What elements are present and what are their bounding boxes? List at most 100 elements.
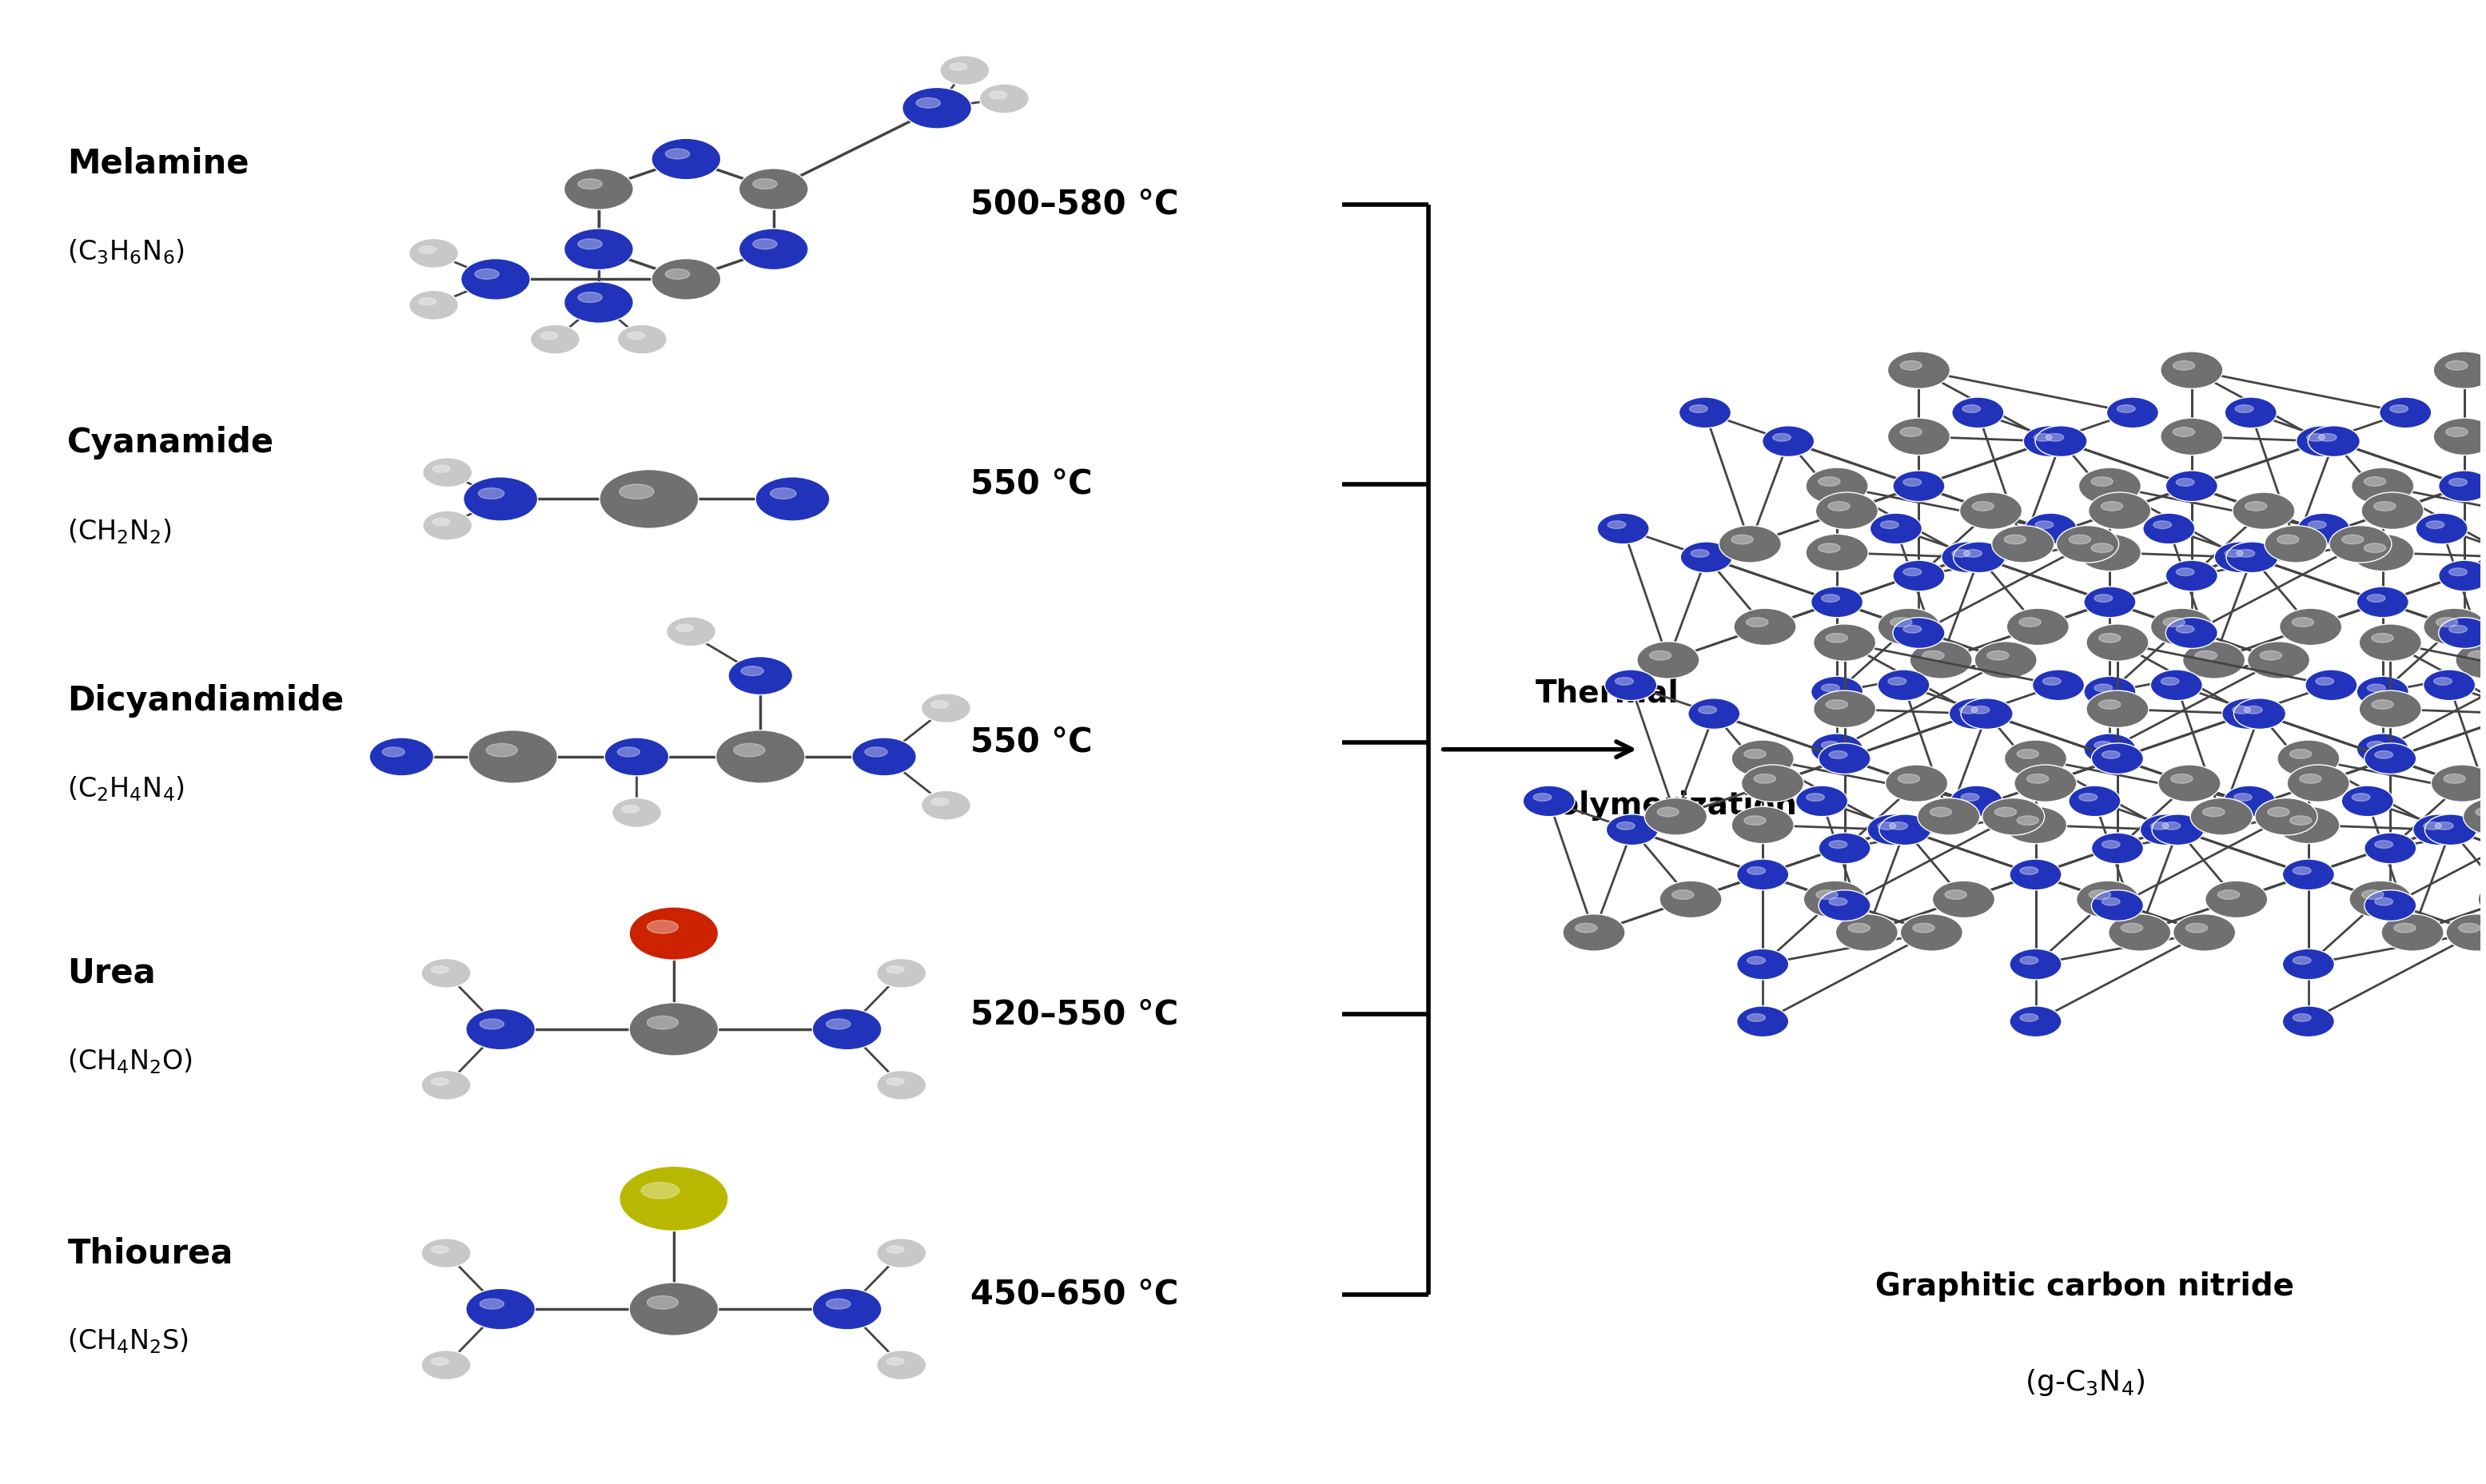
Ellipse shape [1986, 651, 2009, 660]
Ellipse shape [564, 229, 634, 270]
Ellipse shape [629, 907, 718, 960]
Ellipse shape [2456, 641, 2486, 678]
Ellipse shape [1959, 493, 2021, 530]
Ellipse shape [2014, 764, 2076, 801]
Ellipse shape [1817, 543, 1840, 552]
Text: Melamine: Melamine [67, 147, 249, 180]
Ellipse shape [2160, 418, 2222, 456]
Ellipse shape [370, 738, 433, 776]
Ellipse shape [1822, 684, 1840, 692]
Ellipse shape [1887, 677, 1907, 686]
Ellipse shape [2255, 798, 2317, 835]
Ellipse shape [2292, 1014, 2312, 1021]
Ellipse shape [2004, 534, 2026, 545]
Ellipse shape [1899, 361, 1922, 370]
Text: (C$_2$H$_4$N$_4$): (C$_2$H$_4$N$_4$) [67, 775, 184, 803]
Text: (C$_3$H$_6$N$_6$): (C$_3$H$_6$N$_6$) [67, 237, 184, 266]
Ellipse shape [1690, 405, 1708, 413]
Ellipse shape [2292, 617, 2314, 626]
Ellipse shape [2016, 816, 2039, 825]
Ellipse shape [2108, 914, 2170, 951]
Ellipse shape [2036, 426, 2088, 457]
Ellipse shape [1690, 549, 1708, 556]
Ellipse shape [641, 1183, 679, 1199]
Ellipse shape [1616, 822, 1636, 830]
Ellipse shape [1795, 785, 1847, 816]
Ellipse shape [467, 730, 557, 784]
Ellipse shape [1961, 699, 2014, 729]
Ellipse shape [1730, 534, 1753, 545]
Ellipse shape [2158, 764, 2220, 801]
Ellipse shape [2163, 617, 2185, 626]
Ellipse shape [433, 464, 450, 472]
Ellipse shape [2153, 521, 2170, 528]
Ellipse shape [2004, 806, 2066, 843]
Ellipse shape [2379, 398, 2431, 427]
Ellipse shape [1944, 890, 1966, 899]
Ellipse shape [1877, 608, 1939, 646]
Ellipse shape [878, 1350, 927, 1380]
Ellipse shape [2101, 751, 2121, 758]
Ellipse shape [2225, 549, 2242, 556]
Ellipse shape [922, 791, 970, 821]
Ellipse shape [676, 625, 694, 632]
Ellipse shape [902, 88, 972, 129]
Text: Cyanamide: Cyanamide [67, 426, 273, 460]
Ellipse shape [2352, 467, 2414, 505]
Ellipse shape [577, 292, 602, 303]
Ellipse shape [2352, 794, 2369, 801]
Ellipse shape [2374, 502, 2397, 510]
Ellipse shape [771, 488, 796, 499]
Ellipse shape [2068, 785, 2121, 816]
Ellipse shape [2173, 361, 2195, 370]
Ellipse shape [2078, 467, 2140, 505]
Ellipse shape [2215, 542, 2267, 573]
Ellipse shape [950, 62, 967, 70]
Ellipse shape [2439, 470, 2486, 502]
Ellipse shape [2091, 543, 2113, 552]
Ellipse shape [733, 743, 766, 757]
Text: (g-C$_3$N$_4$): (g-C$_3$N$_4$) [2024, 1368, 2145, 1398]
Ellipse shape [2016, 749, 2039, 758]
Ellipse shape [1959, 706, 1979, 714]
Ellipse shape [853, 738, 917, 776]
Ellipse shape [728, 656, 793, 695]
Ellipse shape [2292, 957, 2312, 965]
Ellipse shape [1961, 405, 1981, 413]
Ellipse shape [2195, 651, 2218, 660]
Text: 550 °C: 550 °C [970, 467, 1094, 502]
Ellipse shape [477, 488, 505, 499]
Ellipse shape [1616, 677, 1633, 686]
Ellipse shape [878, 1070, 927, 1100]
Ellipse shape [1753, 775, 1775, 784]
Ellipse shape [1820, 833, 1869, 864]
Ellipse shape [475, 269, 500, 279]
Ellipse shape [2021, 957, 2039, 965]
Ellipse shape [1917, 798, 1979, 835]
Ellipse shape [2190, 798, 2252, 835]
Ellipse shape [1524, 785, 1576, 816]
Ellipse shape [1847, 923, 1869, 932]
Ellipse shape [1673, 890, 1693, 899]
Ellipse shape [1812, 690, 1877, 727]
Ellipse shape [1825, 634, 1847, 643]
Ellipse shape [2292, 867, 2312, 874]
Text: 500–580 °C: 500–580 °C [970, 187, 1178, 221]
Ellipse shape [2009, 859, 2061, 890]
Ellipse shape [2143, 513, 2195, 545]
Ellipse shape [433, 518, 450, 525]
Ellipse shape [1974, 641, 2036, 678]
Ellipse shape [1802, 880, 1867, 919]
Ellipse shape [430, 1358, 447, 1365]
Ellipse shape [577, 178, 602, 188]
Ellipse shape [612, 798, 661, 828]
Ellipse shape [1733, 608, 1797, 646]
Ellipse shape [2364, 890, 2416, 922]
Ellipse shape [1899, 427, 1922, 436]
Ellipse shape [629, 1003, 718, 1055]
Ellipse shape [2185, 923, 2208, 932]
Ellipse shape [564, 169, 634, 209]
Ellipse shape [2444, 775, 2466, 784]
Text: Thermal: Thermal [1534, 678, 1678, 708]
Ellipse shape [1952, 398, 2004, 427]
